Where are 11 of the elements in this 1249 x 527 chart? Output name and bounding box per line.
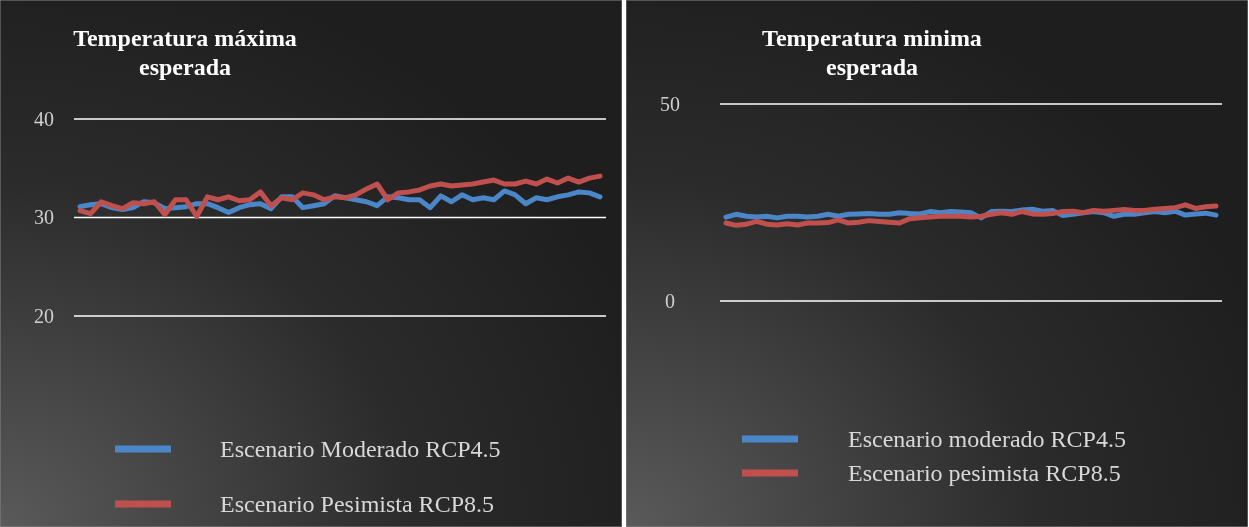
y-tick-label: 40 [34, 107, 54, 130]
chart-title: Temperatura minima esperada [762, 25, 982, 80]
legend-label: Escenario Pesimista RCP8.5 [220, 491, 494, 517]
y-tick-label: 50 [660, 92, 680, 115]
chart-title: Temperatura máxima esperada [73, 25, 297, 80]
y-tick-label: 20 [34, 304, 54, 327]
y-tick-label: 30 [34, 206, 54, 229]
legend-label: Escenario Moderado RCP4.5 [220, 436, 501, 462]
y-tick-label: 0 [665, 289, 675, 312]
legend-label: Escenario moderado RCP4.5 [848, 426, 1126, 452]
legend-label: Escenario pesimista RCP8.5 [848, 460, 1121, 486]
